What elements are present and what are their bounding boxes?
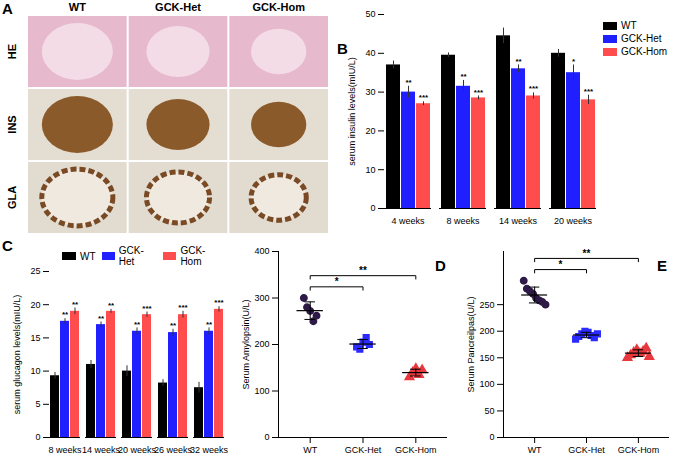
svg-text:**: ** bbox=[405, 78, 412, 87]
svg-text:**: ** bbox=[359, 265, 367, 276]
html-text:C: C bbox=[2, 237, 13, 254]
svg-text:**: ** bbox=[583, 248, 591, 259]
svg-text:30: 30 bbox=[365, 87, 375, 97]
svg-text:50: 50 bbox=[484, 406, 494, 416]
svg-text:20: 20 bbox=[365, 126, 375, 136]
svg-text:40: 40 bbox=[365, 48, 375, 58]
svg-text:WT: WT bbox=[303, 445, 317, 455]
svg-text:**: ** bbox=[170, 321, 177, 330]
svg-text:serum glucagon levels(mIU/L): serum glucagon levels(mIU/L) bbox=[12, 295, 22, 415]
svg-text:25: 25 bbox=[30, 266, 40, 276]
svg-text:8 weeks: 8 weeks bbox=[48, 445, 82, 455]
svg-text:**: ** bbox=[108, 301, 115, 310]
svg-text:0: 0 bbox=[370, 203, 375, 213]
svg-text:10: 10 bbox=[365, 165, 375, 175]
svg-text:0: 0 bbox=[35, 432, 40, 442]
svg-text:GCK-Het: GCK-Het bbox=[345, 445, 382, 455]
svg-text:300: 300 bbox=[254, 293, 269, 303]
svg-text:26 weeks: 26 weeks bbox=[154, 445, 193, 455]
svg-text:GCK-Het: GCK-Het bbox=[568, 445, 605, 455]
svg-text:**: ** bbox=[206, 320, 213, 329]
svg-text:150: 150 bbox=[479, 353, 494, 363]
svg-text:5: 5 bbox=[35, 399, 40, 409]
svg-text:***: *** bbox=[178, 303, 188, 312]
svg-text:**: ** bbox=[62, 310, 69, 319]
svg-text:***: *** bbox=[584, 87, 594, 96]
svg-text:*: * bbox=[572, 57, 576, 66]
svg-text:200: 200 bbox=[254, 339, 269, 349]
html-text:WT: WT bbox=[80, 250, 96, 262]
html-text:E: E bbox=[657, 257, 667, 274]
html-text:WT: WT bbox=[621, 20, 637, 31]
svg-text:20: 20 bbox=[30, 300, 40, 310]
svg-text:GCK-Het: GCK-Het bbox=[155, 1, 201, 13]
svg-text:GLA: GLA bbox=[6, 186, 18, 209]
svg-text:10: 10 bbox=[30, 366, 40, 376]
svg-text:Serum Pancreilpas(U/L): Serum Pancreilpas(U/L) bbox=[466, 296, 476, 392]
svg-text:20 weeks: 20 weeks bbox=[118, 445, 157, 455]
svg-text:**: ** bbox=[515, 57, 522, 66]
svg-text:*: * bbox=[559, 259, 563, 270]
svg-text:**: ** bbox=[134, 320, 141, 329]
svg-text:4 weeks: 4 weeks bbox=[391, 216, 425, 226]
html-text:A: A bbox=[2, 0, 13, 17]
svg-text:***: *** bbox=[529, 84, 539, 93]
svg-text:14 weeks: 14 weeks bbox=[82, 445, 121, 455]
html-text:GCK-Het: GCK-Het bbox=[118, 245, 144, 267]
svg-text:100: 100 bbox=[479, 379, 494, 389]
svg-text:200: 200 bbox=[479, 326, 494, 336]
svg-text:serum insulin levels(mIU/L): serum insulin levels(mIU/L) bbox=[347, 57, 357, 166]
svg-text:GCK-Hom: GCK-Hom bbox=[395, 445, 437, 455]
svg-text:GCK-Hom: GCK-Hom bbox=[252, 1, 305, 13]
html-text:GCK-Het: GCK-Het bbox=[621, 33, 662, 44]
svg-text:WT: WT bbox=[69, 1, 86, 13]
svg-text:**: ** bbox=[98, 314, 105, 323]
svg-text:***: *** bbox=[142, 304, 152, 313]
html-text:GCK-Hom: GCK-Hom bbox=[621, 46, 668, 57]
html-text:B: B bbox=[337, 40, 348, 57]
svg-text:0: 0 bbox=[264, 432, 269, 442]
svg-text:20 weeks: 20 weeks bbox=[554, 216, 593, 226]
svg-text:***: *** bbox=[474, 88, 484, 97]
svg-text:***: *** bbox=[214, 298, 224, 307]
svg-text:INS: INS bbox=[6, 115, 18, 133]
svg-text:**: ** bbox=[72, 300, 79, 309]
svg-text:*: * bbox=[335, 276, 339, 287]
html-text:GCK-Hom: GCK-Hom bbox=[180, 245, 206, 267]
svg-text:50: 50 bbox=[365, 9, 375, 19]
svg-text:250: 250 bbox=[479, 300, 494, 310]
svg-text:0: 0 bbox=[489, 432, 494, 442]
svg-text:WT: WT bbox=[528, 445, 542, 455]
svg-text:32 weeks: 32 weeks bbox=[190, 445, 229, 455]
svg-text:GCK-Hom: GCK-Hom bbox=[618, 445, 660, 455]
svg-text:15: 15 bbox=[30, 333, 40, 343]
svg-text:14 weeks: 14 weeks bbox=[499, 216, 538, 226]
html-text:D: D bbox=[435, 257, 446, 274]
svg-text:100: 100 bbox=[254, 386, 269, 396]
svg-text:**: ** bbox=[460, 72, 467, 81]
svg-text:400: 400 bbox=[254, 246, 269, 256]
svg-text:Serum Amylopsin(U/L): Serum Amylopsin(U/L) bbox=[241, 299, 251, 389]
svg-text:HE: HE bbox=[6, 44, 18, 59]
svg-text:***: *** bbox=[419, 93, 429, 102]
svg-text:8 weeks: 8 weeks bbox=[446, 216, 480, 226]
